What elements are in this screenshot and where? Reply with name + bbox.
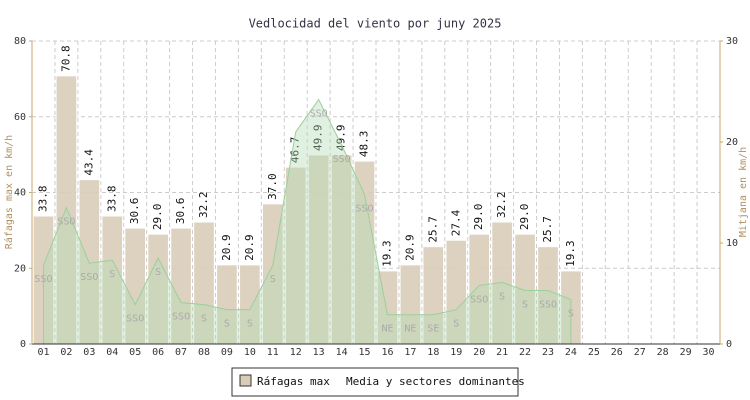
x-tick-label: 30 bbox=[703, 347, 715, 358]
value-label: 49.9 bbox=[312, 125, 325, 152]
x-tick-label: 03 bbox=[83, 347, 95, 358]
x-tick-label: 28 bbox=[657, 347, 669, 358]
x-tick-label: 02 bbox=[60, 347, 72, 358]
y2-tick-label: 10 bbox=[726, 238, 738, 249]
point-label: SSO bbox=[356, 204, 374, 215]
value-label: 27.4 bbox=[449, 209, 462, 236]
x-tick-label: 25 bbox=[588, 347, 600, 358]
x-tick-label: 01 bbox=[37, 347, 49, 358]
value-label: 30.6 bbox=[128, 198, 141, 225]
value-label: 43.4 bbox=[82, 149, 95, 176]
value-label: 30.6 bbox=[174, 198, 187, 225]
point-label: S bbox=[224, 319, 230, 330]
x-tick-label: 08 bbox=[198, 347, 210, 358]
point-label: S bbox=[522, 299, 528, 310]
point-label: NE bbox=[381, 324, 393, 335]
x-tick-label: 04 bbox=[106, 347, 118, 358]
point-label: S bbox=[155, 267, 161, 278]
x-tick-label: 21 bbox=[496, 347, 508, 358]
point-label: SE bbox=[427, 324, 439, 335]
x-tick-label: 05 bbox=[129, 347, 141, 358]
value-label: 70.8 bbox=[59, 45, 72, 72]
x-tick-label: 19 bbox=[450, 347, 462, 358]
x-tick-label: 14 bbox=[336, 347, 348, 358]
value-label: 19.3 bbox=[380, 240, 393, 267]
point-label: SSO bbox=[172, 312, 190, 323]
y2-tick-label: 30 bbox=[726, 36, 738, 47]
point-label: SSO bbox=[333, 154, 351, 165]
value-label: 48.3 bbox=[358, 131, 371, 158]
value-label: 29.0 bbox=[151, 204, 164, 231]
point-label: NE bbox=[404, 324, 416, 335]
x-tick-label: 11 bbox=[267, 347, 279, 358]
value-label: 49.9 bbox=[335, 125, 348, 152]
point-label: S bbox=[499, 291, 505, 302]
point-label: SSO bbox=[57, 217, 75, 228]
value-label: 29.0 bbox=[518, 204, 531, 231]
point-label: S bbox=[568, 309, 574, 320]
legend-box bbox=[231, 367, 519, 397]
x-tick-label: 22 bbox=[519, 347, 531, 358]
point-label: SSO bbox=[470, 294, 488, 305]
value-label: 33.8 bbox=[105, 185, 118, 212]
y-tick-label: 20 bbox=[14, 263, 26, 274]
point-label: S bbox=[270, 274, 276, 285]
y2-axis-label: Mitjana en km/h bbox=[738, 147, 749, 237]
x-tick-label: 15 bbox=[359, 347, 371, 358]
point-label: SSO bbox=[80, 272, 98, 283]
value-label: 19.3 bbox=[564, 240, 577, 267]
y-tick-label: 40 bbox=[14, 188, 26, 199]
y-tick-label: 0 bbox=[20, 339, 26, 350]
value-label: 37.0 bbox=[266, 173, 279, 200]
value-label: 25.7 bbox=[541, 216, 554, 243]
x-tick-label: 09 bbox=[221, 347, 233, 358]
value-label: 29.0 bbox=[472, 204, 485, 231]
y2-tick-label: 20 bbox=[726, 137, 738, 148]
x-tick-label: 18 bbox=[427, 347, 439, 358]
value-label: 20.9 bbox=[243, 234, 256, 261]
value-label: 20.9 bbox=[220, 234, 233, 261]
area bbox=[42, 98, 572, 345]
x-tick-label: 12 bbox=[290, 347, 302, 358]
x-tick-label: 10 bbox=[244, 347, 256, 358]
value-label: 25.7 bbox=[426, 216, 439, 243]
x-tick-label: 06 bbox=[152, 347, 164, 358]
y2-tick-label: 0 bbox=[726, 339, 732, 350]
point-label: SSO bbox=[34, 274, 52, 285]
y-tick-label: 80 bbox=[14, 36, 26, 47]
x-tick-label: 24 bbox=[565, 347, 577, 358]
x-tick-label: 26 bbox=[611, 347, 623, 358]
legend-label: Media y sectores dominantes bbox=[346, 375, 525, 388]
chart-title: Vedlocidad del viento por juny 2025 bbox=[249, 17, 502, 31]
point-label: SSO bbox=[126, 314, 144, 325]
point-label: S bbox=[109, 269, 115, 280]
value-label: 20.9 bbox=[403, 234, 416, 261]
x-tick-label: 07 bbox=[175, 347, 187, 358]
x-tick-label: 27 bbox=[634, 347, 646, 358]
x-tick-label: 13 bbox=[313, 347, 325, 358]
x-tick-label: 16 bbox=[381, 347, 393, 358]
x-tick-label: 17 bbox=[404, 347, 416, 358]
point-label: S bbox=[453, 319, 459, 330]
point-label: S bbox=[247, 319, 253, 330]
y-tick-label: 60 bbox=[14, 112, 26, 123]
legend-label: Ráfagas max bbox=[257, 375, 330, 388]
value-label: 32.2 bbox=[495, 192, 508, 219]
x-tick-label: 20 bbox=[473, 347, 485, 358]
legend-swatch bbox=[239, 374, 252, 387]
point-label: SSO bbox=[310, 109, 328, 120]
point-label: SSO bbox=[539, 299, 557, 310]
value-label: 33.8 bbox=[36, 185, 49, 212]
x-tick-label: 29 bbox=[680, 347, 692, 358]
point-label: S bbox=[201, 314, 207, 325]
x-tick-label: 23 bbox=[542, 347, 554, 358]
value-label: 32.2 bbox=[197, 192, 210, 219]
y-axis-label: Ráfagas max en km/h bbox=[3, 135, 15, 249]
